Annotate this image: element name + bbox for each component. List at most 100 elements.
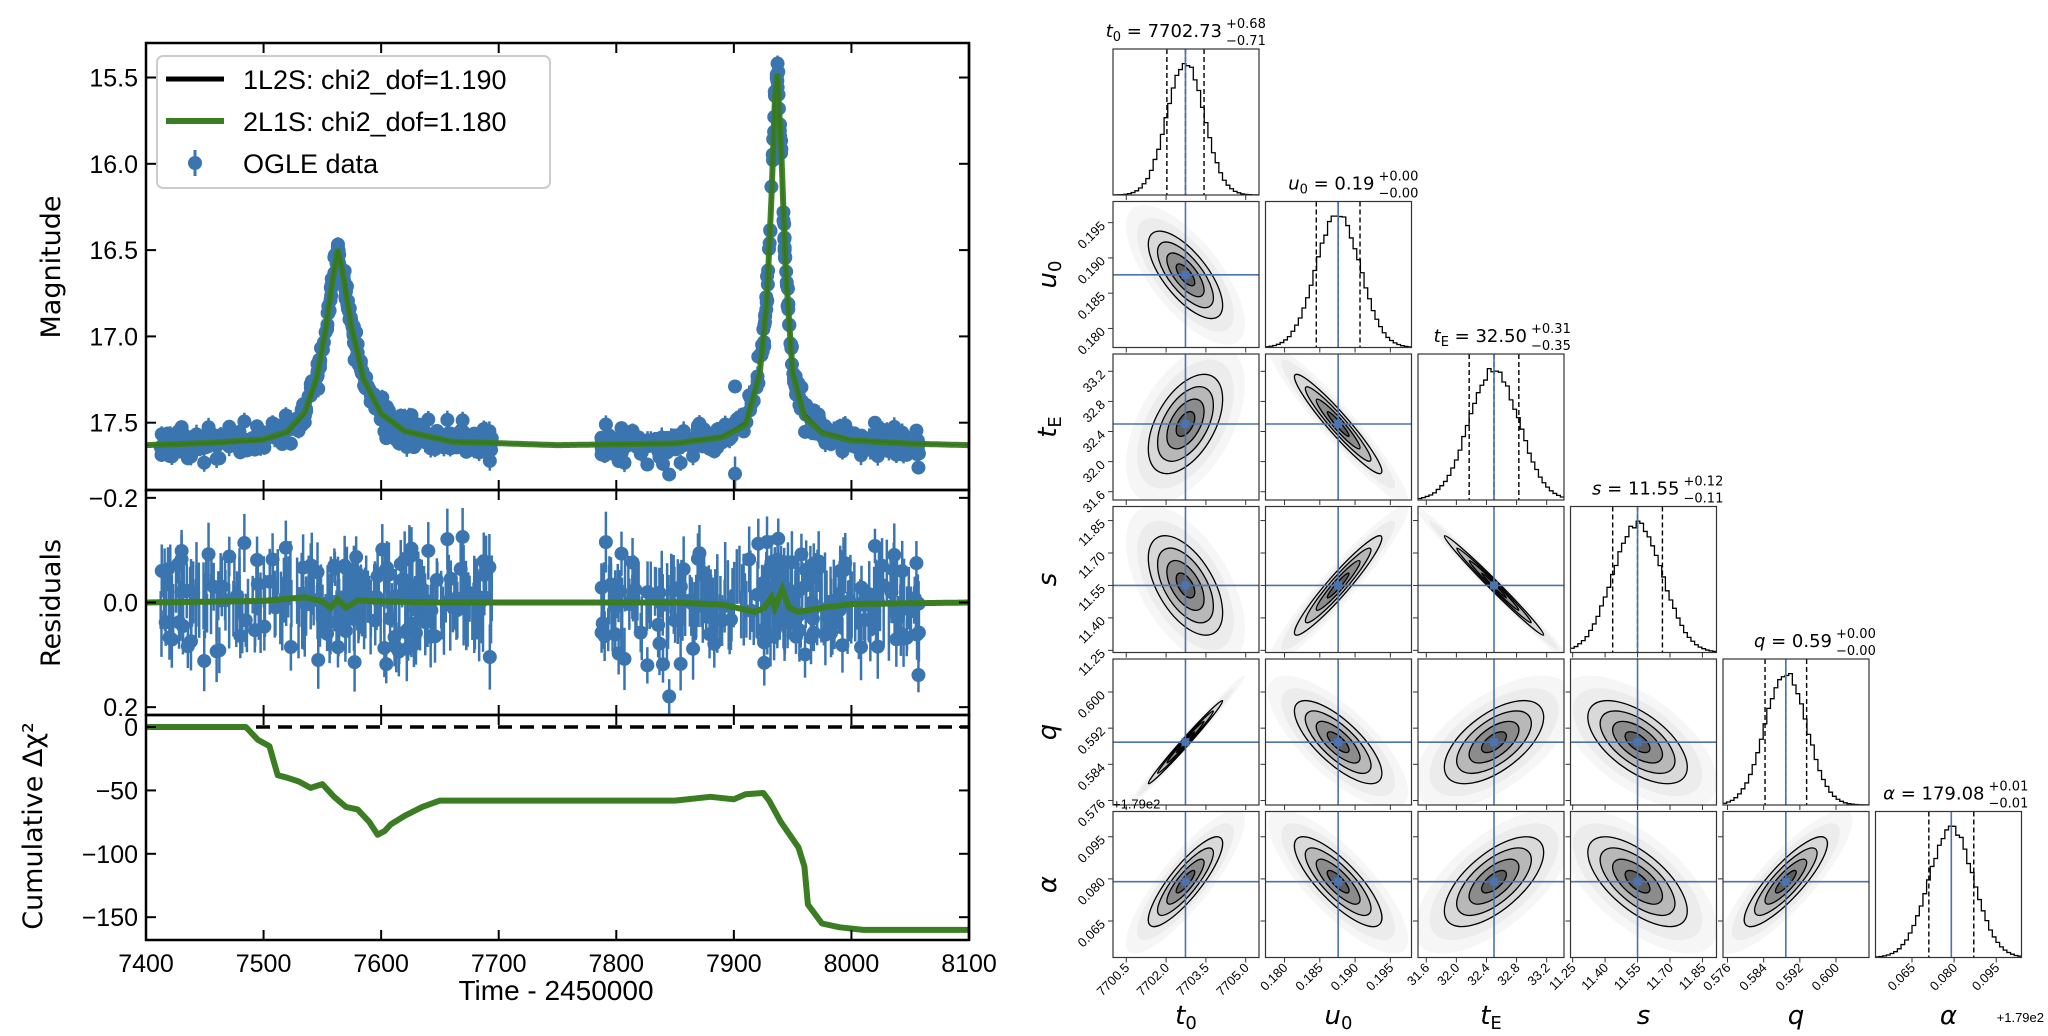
x-tick-label: 0.584 — [1736, 960, 1770, 994]
equals: = — [1121, 21, 1148, 42]
light-curve-figure: 15.5 16.0 16.5 17.0 17.5 −0.2 0.0 0.20 −50 −100 −1… — [18, 30, 1031, 1006]
truth-marker — [1633, 877, 1642, 886]
y-tick-label: 17.0 — [89, 323, 138, 351]
y-tick-label: 32.8 — [1080, 397, 1109, 426]
x-tick-label: 7702.0 — [1133, 960, 1172, 999]
data-marker — [237, 536, 252, 551]
x-tick-label: 8100 — [941, 950, 997, 978]
data-marker — [162, 448, 177, 463]
residual-point — [375, 524, 390, 575]
contour-line — [1456, 847, 1532, 917]
param-title: t0 = 7702.73 — [1106, 21, 1222, 45]
contour-line — [1156, 241, 1214, 309]
data-marker — [162, 630, 177, 645]
contour-line — [1166, 252, 1205, 298]
data-marker — [662, 467, 677, 482]
ogle-data-point — [440, 410, 455, 429]
corner-2d-q-vs-s — [1565, 658, 1718, 810]
histogram-tE — [1417, 353, 1565, 505]
param-lower-error: −0.35 — [1531, 339, 1571, 354]
y-tick-label: 0.095 — [1075, 832, 1109, 866]
param-symbol: α — [1883, 784, 1895, 805]
histogram-q — [1722, 658, 1870, 810]
ogle-data-point — [633, 446, 648, 461]
residual-point — [455, 507, 470, 566]
y-tick-label: 32.0 — [1080, 457, 1109, 486]
panel-frame — [1264, 200, 1413, 349]
y-tick-label: 0.195 — [1075, 218, 1109, 252]
panel-content — [1723, 811, 1869, 958]
y-tick-label: 32.4 — [1080, 427, 1109, 456]
panel-frame — [1722, 658, 1870, 806]
panel-content — [1723, 659, 1869, 805]
data-marker — [379, 657, 394, 672]
y-axis-label-q: q — [1033, 724, 1063, 741]
symbol: t — [1480, 1001, 1491, 1031]
data-marker — [327, 561, 342, 576]
param-value: 0.19 — [1334, 174, 1374, 195]
contour-line — [1147, 230, 1224, 320]
residual-point — [283, 623, 298, 671]
symbol: s — [1033, 573, 1063, 587]
x-tick-label: 7900 — [706, 950, 762, 978]
x-axis-label-s: s — [1637, 1001, 1651, 1031]
residual-point — [179, 563, 194, 619]
residual-point — [799, 553, 814, 618]
data-marker — [455, 529, 470, 544]
y-tick-label: −100 — [82, 841, 138, 869]
param-symbol: t — [1106, 21, 1114, 42]
truth-marker — [1181, 877, 1190, 886]
truth-marker — [1490, 877, 1499, 886]
contour-line — [1147, 535, 1224, 636]
data-marker — [191, 429, 206, 444]
panel-content — [1418, 506, 1564, 653]
contour-line — [1468, 720, 1520, 764]
residual-point — [824, 609, 839, 658]
panel-frame — [1264, 810, 1413, 959]
param-title: s = 11.55 — [1592, 479, 1679, 500]
panel-frame — [1112, 353, 1260, 501]
param-upper-error: +0.68 — [1226, 17, 1266, 32]
ogle-data-point — [162, 448, 177, 463]
residual-point — [867, 587, 882, 635]
subscript: E — [1045, 416, 1066, 427]
data-marker — [875, 558, 890, 573]
data-marker — [824, 626, 839, 641]
data-marker — [854, 640, 869, 655]
data-marker — [867, 415, 882, 430]
panel-frame — [1417, 353, 1565, 501]
data-marker — [461, 585, 476, 600]
x-tick-label: 32.4 — [1464, 960, 1493, 989]
param-title: u0 = 0.19 — [1288, 174, 1374, 198]
residual-point — [598, 511, 613, 573]
data-marker — [598, 417, 613, 432]
data-marker — [180, 639, 195, 654]
truth-marker — [1181, 581, 1190, 590]
ogle-data-point — [911, 460, 926, 475]
symbol: t — [1033, 427, 1063, 438]
panel-content — [1265, 354, 1412, 500]
x-axis-label-α: α — [1940, 1001, 1957, 1031]
data-marker — [222, 549, 237, 564]
y-tick-label: 11.85 — [1075, 516, 1108, 549]
residual-point — [174, 534, 189, 585]
data-marker — [310, 565, 325, 580]
panel-frame — [1569, 810, 1718, 959]
panel-frame — [1264, 505, 1413, 654]
data-marker — [854, 580, 869, 595]
panel-frame — [1112, 658, 1260, 806]
param-value: 179.08 — [1922, 784, 1985, 805]
y-tick-label: 0.190 — [1075, 253, 1109, 287]
y-tick-label: −50 — [96, 777, 138, 805]
data-marker — [697, 565, 712, 580]
param-value: 7702.73 — [1148, 21, 1222, 42]
panel-frame — [1264, 658, 1413, 806]
data-marker — [728, 379, 743, 394]
data-marker — [867, 538, 882, 553]
residual-point — [633, 613, 648, 653]
ogle-data-point — [455, 411, 470, 430]
param-title: q = 0.59 — [1754, 631, 1832, 652]
data-marker — [402, 410, 417, 425]
contour-line — [1304, 710, 1372, 775]
